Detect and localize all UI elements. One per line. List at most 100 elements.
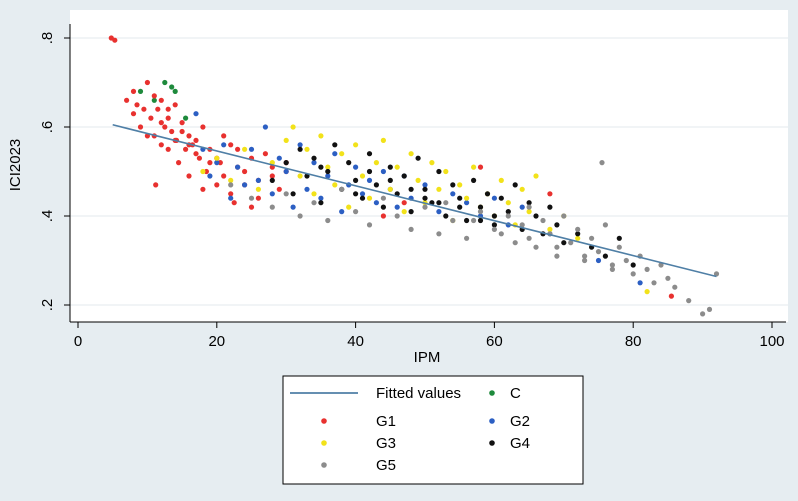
point-g4	[512, 182, 518, 188]
point-g4	[408, 186, 414, 192]
point-g4	[477, 217, 484, 224]
point-g5	[526, 204, 532, 210]
point-g4	[457, 204, 463, 210]
point-g1	[141, 106, 147, 112]
point-g2	[373, 200, 379, 206]
point-g1	[186, 133, 192, 139]
point-g1	[112, 37, 118, 43]
point-g4	[443, 213, 449, 219]
point-g1	[165, 146, 171, 152]
point-g1	[172, 102, 178, 108]
point-g4	[526, 200, 532, 206]
point-g5	[644, 266, 650, 272]
point-g2	[380, 168, 386, 175]
point-g1	[248, 204, 255, 210]
point-g2	[311, 160, 317, 166]
point-g2	[304, 186, 310, 192]
point-g4	[415, 155, 421, 161]
point-g3	[498, 177, 504, 183]
point-g5	[505, 213, 511, 219]
y-tick-label-3: .8	[39, 32, 56, 45]
point-g2	[193, 111, 199, 117]
point-g4	[554, 222, 560, 228]
point-g3	[436, 186, 442, 192]
point-g5	[568, 240, 574, 246]
point-c	[169, 84, 175, 90]
point-g5	[471, 217, 477, 224]
point-g4	[380, 204, 386, 210]
point-g3	[429, 160, 435, 166]
point-g5	[630, 271, 636, 277]
point-g4	[346, 160, 352, 166]
point-g1	[477, 164, 484, 170]
point-g5	[700, 311, 706, 317]
point-g4	[457, 195, 463, 201]
point-g4	[269, 177, 275, 183]
point-g1	[262, 151, 268, 157]
point-g3	[332, 182, 338, 188]
points	[108, 35, 720, 317]
point-g1	[231, 200, 237, 206]
y-tick-label-2: .6	[39, 121, 56, 134]
legend-label: Fitted values	[376, 385, 461, 402]
point-g5	[706, 306, 713, 312]
plot-area	[70, 10, 788, 322]
legend-label: G3	[376, 435, 396, 452]
point-g2	[207, 173, 213, 179]
point-g2	[366, 177, 373, 183]
point-g4	[353, 177, 359, 183]
point-g1	[158, 120, 164, 126]
point-g5	[450, 217, 456, 224]
legend-swatch-dot	[489, 418, 495, 424]
point-g4	[547, 204, 553, 210]
point-g2	[436, 209, 442, 215]
point-c	[162, 79, 168, 86]
point-g4	[422, 186, 428, 192]
point-g1	[228, 142, 234, 148]
point-g3	[318, 133, 324, 139]
point-g5	[228, 182, 234, 188]
point-g2	[450, 191, 456, 197]
point-g1	[130, 88, 137, 94]
point-g2	[464, 200, 470, 206]
point-g5	[491, 226, 497, 232]
point-g3	[533, 173, 539, 179]
point-g3	[373, 160, 379, 166]
point-g5	[602, 222, 609, 228]
point-g1	[176, 160, 182, 166]
point-c	[183, 115, 189, 121]
legend-swatch-dot	[321, 418, 327, 424]
point-g2	[248, 146, 255, 152]
point-g4	[387, 177, 393, 183]
point-g2	[255, 177, 261, 183]
x-axis-title: IPM	[414, 349, 441, 366]
point-g2	[214, 160, 220, 166]
fitted-line	[112, 123, 717, 278]
point-g3	[408, 151, 414, 157]
point-g1	[124, 97, 130, 103]
legend-label: G1	[376, 413, 396, 430]
point-g4	[387, 164, 393, 170]
point-g4	[408, 209, 414, 215]
point-g4	[422, 195, 428, 201]
legend-box	[282, 375, 584, 485]
point-g2	[262, 124, 268, 130]
point-g3	[304, 146, 310, 152]
x-tick-label-2: 40	[347, 333, 364, 350]
point-g4	[491, 213, 497, 219]
point-g4	[498, 195, 504, 201]
point-g5	[353, 209, 359, 215]
point-g2	[359, 191, 366, 197]
point-g1	[162, 124, 168, 130]
point-g1	[144, 79, 150, 86]
point-g5	[394, 213, 400, 219]
point-g2	[332, 151, 338, 157]
point-g1	[165, 106, 171, 112]
point-g4	[353, 191, 359, 197]
point-g5	[248, 195, 255, 201]
point-g5	[609, 266, 616, 272]
point-g4	[450, 182, 456, 188]
legend-swatch-dot	[489, 440, 495, 446]
point-g3	[228, 177, 234, 183]
